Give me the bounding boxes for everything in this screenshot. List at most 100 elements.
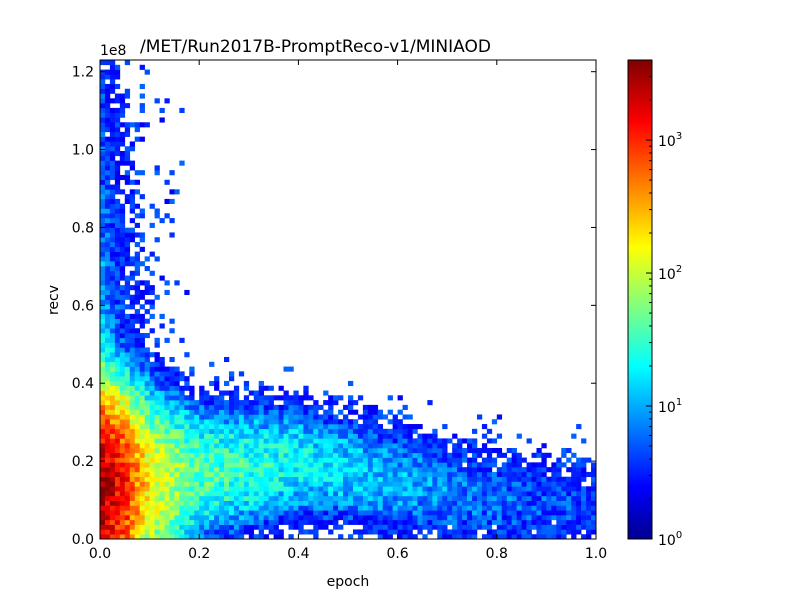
heatmap-cell: [243, 409, 250, 415]
heatmap-cell: [571, 462, 577, 468]
heatmap-cell: [174, 486, 180, 492]
heatmap-cell: [134, 232, 140, 238]
heatmap-cell: [144, 452, 150, 458]
heatmap-cell: [134, 515, 140, 521]
heatmap-cell: [397, 491, 403, 497]
heatmap-cell: [392, 481, 398, 487]
heatmap-cell: [283, 419, 289, 425]
heatmap-cell: [273, 409, 279, 415]
heatmap-cell: [109, 270, 116, 276]
heatmap-cell: [214, 414, 220, 420]
heatmap-cell: [139, 323, 145, 329]
heatmap-cell: [119, 294, 126, 300]
heatmap-cell: [100, 481, 106, 487]
heatmap-cell: [164, 395, 170, 401]
heatmap-cell: [154, 213, 160, 219]
heatmap-cell: [184, 352, 190, 358]
heatmap-cell: [348, 476, 354, 482]
heatmap-cell: [343, 491, 349, 497]
heatmap-cell: [174, 462, 180, 468]
heatmap-cell: [313, 481, 319, 487]
heatmap-cell: [506, 486, 512, 492]
heatmap-cell: [100, 256, 106, 262]
heatmap-cell: [447, 519, 453, 525]
heatmap-cell: [184, 404, 190, 410]
heatmap-cell: [243, 476, 250, 482]
heatmap-cell: [194, 414, 200, 420]
heatmap-cell: [134, 462, 140, 468]
heatmap-cell: [129, 194, 136, 200]
heatmap-cell: [119, 385, 126, 391]
heatmap-cell: [348, 395, 354, 401]
heatmap-cell: [184, 438, 190, 444]
heatmap-cell: [253, 409, 260, 415]
heatmap-cell: [129, 227, 136, 233]
heatmap-cell: [481, 495, 488, 501]
heatmap-cell: [228, 376, 235, 382]
heatmap-cell: [139, 261, 145, 267]
heatmap-cell: [169, 491, 175, 497]
heatmap-cell: [402, 467, 408, 473]
heatmap-cell: [233, 452, 240, 458]
heatmap-cell: [417, 486, 423, 492]
heatmap-cell: [437, 447, 443, 454]
heatmap-cell: [442, 534, 448, 540]
heatmap-cell: [402, 443, 408, 449]
heatmap-cell: [506, 500, 512, 506]
heatmap-cell: [407, 519, 413, 525]
heatmap-cell: [104, 294, 111, 300]
heatmap-cell: [114, 184, 121, 190]
heatmap-cell: [100, 476, 106, 482]
heatmap-cell: [476, 491, 483, 497]
heatmap-cell: [467, 534, 473, 540]
heatmap-cell: [258, 428, 264, 434]
heatmap-cell: [199, 491, 205, 497]
heatmap-cell: [496, 452, 503, 458]
heatmap-cell: [174, 380, 180, 387]
heatmap-cell: [149, 524, 155, 530]
heatmap-cell: [526, 534, 532, 540]
heatmap-cell: [531, 476, 537, 482]
heatmap-cell: [273, 452, 279, 458]
heatmap-cell: [377, 424, 384, 430]
heatmap-cell: [119, 122, 126, 128]
heatmap-cell: [333, 515, 339, 521]
heatmap-cell: [169, 395, 175, 401]
heatmap-cell: [293, 424, 299, 430]
heatmap-cell: [348, 500, 354, 506]
heatmap-cell: [288, 491, 294, 497]
heatmap-cell: [298, 524, 304, 530]
heatmap-cell: [253, 462, 260, 468]
heatmap-cell: [189, 476, 195, 482]
heatmap-cell: [496, 481, 503, 487]
heatmap-cell: [199, 395, 205, 401]
heatmap-cell: [432, 524, 438, 530]
heatmap-cell: [293, 457, 299, 463]
heatmap-cell: [372, 524, 379, 530]
heatmap-cell: [293, 428, 299, 434]
heatmap-cell: [348, 471, 354, 478]
heatmap-cell: [278, 428, 284, 434]
heatmap-cell: [452, 524, 458, 530]
heatmap-cell: [338, 467, 344, 473]
heatmap-cell: [114, 294, 121, 300]
heatmap-cell: [392, 433, 398, 439]
heatmap-cell: [114, 433, 121, 439]
heatmap-cell: [214, 519, 220, 525]
heatmap-cell: [288, 404, 294, 410]
heatmap-cell: [313, 519, 319, 525]
heatmap-cell: [179, 495, 185, 501]
heatmap-cell: [100, 495, 106, 501]
heatmap-cell: [100, 251, 106, 257]
heatmap-cell: [372, 519, 379, 525]
heatmap-cell: [407, 462, 413, 468]
heatmap-cell: [174, 438, 180, 444]
heatmap-cell: [447, 481, 453, 487]
heatmap-cell: [204, 457, 210, 463]
heatmap-cell: [100, 356, 106, 363]
heatmap-cell: [219, 414, 225, 420]
heatmap-cell: [591, 524, 597, 530]
heatmap-cell: [273, 404, 279, 410]
heatmap-cell: [442, 529, 448, 535]
heatmap-cell: [139, 103, 145, 109]
